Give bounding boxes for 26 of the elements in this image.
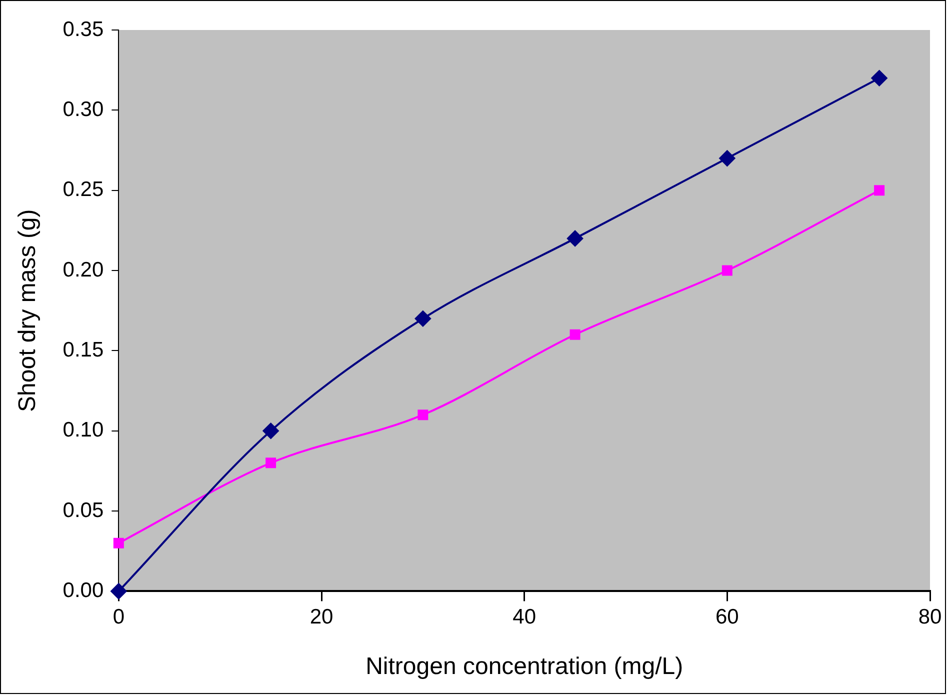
point [719,150,736,166]
y-tick-label: 0.15 [62,338,104,362]
x-tick-label: 80 [918,605,942,628]
point [414,310,431,327]
x-tick-label: 20 [310,605,334,628]
y-axis-title: Shoot dry mass (g) [14,209,42,412]
y-tick-label: 0.00 [62,578,104,602]
point [871,70,888,86]
y-tick-label: 0.20 [62,258,104,282]
point [266,458,276,468]
y-tick-label: 0.30 [62,98,104,121]
point [262,422,279,439]
point [418,410,428,420]
x-axis-title: Nitrogen concentration (mg/L) [366,653,684,680]
x-tick-label: 40 [512,605,536,628]
y-tick-label: 0.05 [62,498,104,522]
x-tick-label: 60 [715,605,739,628]
point [567,230,584,246]
y-tick-label: 0.35 [62,18,104,41]
point [113,538,124,548]
y-tick-label: 0.10 [62,418,104,442]
point [570,329,580,340]
y-tick-label: 0.25 [62,178,104,202]
x-tick-label: 0 [112,605,125,628]
point [722,265,732,276]
point [874,185,885,196]
